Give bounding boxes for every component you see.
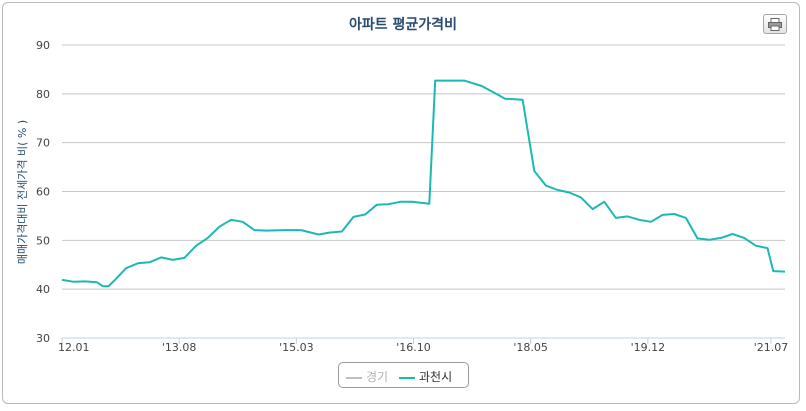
- printer-icon: [768, 18, 782, 31]
- legend-item-gyeonggi[interactable]: 경기: [346, 368, 388, 385]
- y-tick-label: 80: [36, 88, 50, 101]
- x-tick-label: '19.12: [631, 341, 666, 354]
- y-tick-label: 40: [36, 283, 50, 296]
- y-tick-label: 70: [36, 137, 50, 150]
- x-tick-label: '15.03: [279, 341, 314, 354]
- x-tick-label: '21.07: [754, 341, 789, 354]
- y-tick-label: 90: [36, 39, 50, 52]
- chart-title: 아파트 평균가격비: [349, 17, 457, 33]
- y-tick-label: 30: [36, 332, 50, 345]
- print-button[interactable]: [763, 14, 787, 34]
- chart-container: [2, 2, 800, 404]
- x-tick-label: 12.01: [58, 341, 90, 354]
- legend: 경기 과천시: [338, 362, 469, 388]
- x-tick-label: '16.10: [396, 341, 431, 354]
- series-line-gwacheon: [61, 79, 786, 288]
- y-tick-label: 50: [36, 234, 50, 247]
- legend-label-gyeonggi: 경기: [366, 370, 389, 384]
- legend-swatch-gyeonggi: [346, 376, 362, 379]
- x-tick-label: '13.08: [162, 341, 197, 354]
- y-tick-label: 60: [36, 186, 50, 199]
- legend-label-gwacheon: 과천시: [419, 370, 453, 384]
- legend-swatch-gwacheon: [399, 376, 415, 379]
- x-tick-label: '18.05: [513, 341, 548, 354]
- legend-item-gwacheon[interactable]: 과천시: [399, 368, 452, 385]
